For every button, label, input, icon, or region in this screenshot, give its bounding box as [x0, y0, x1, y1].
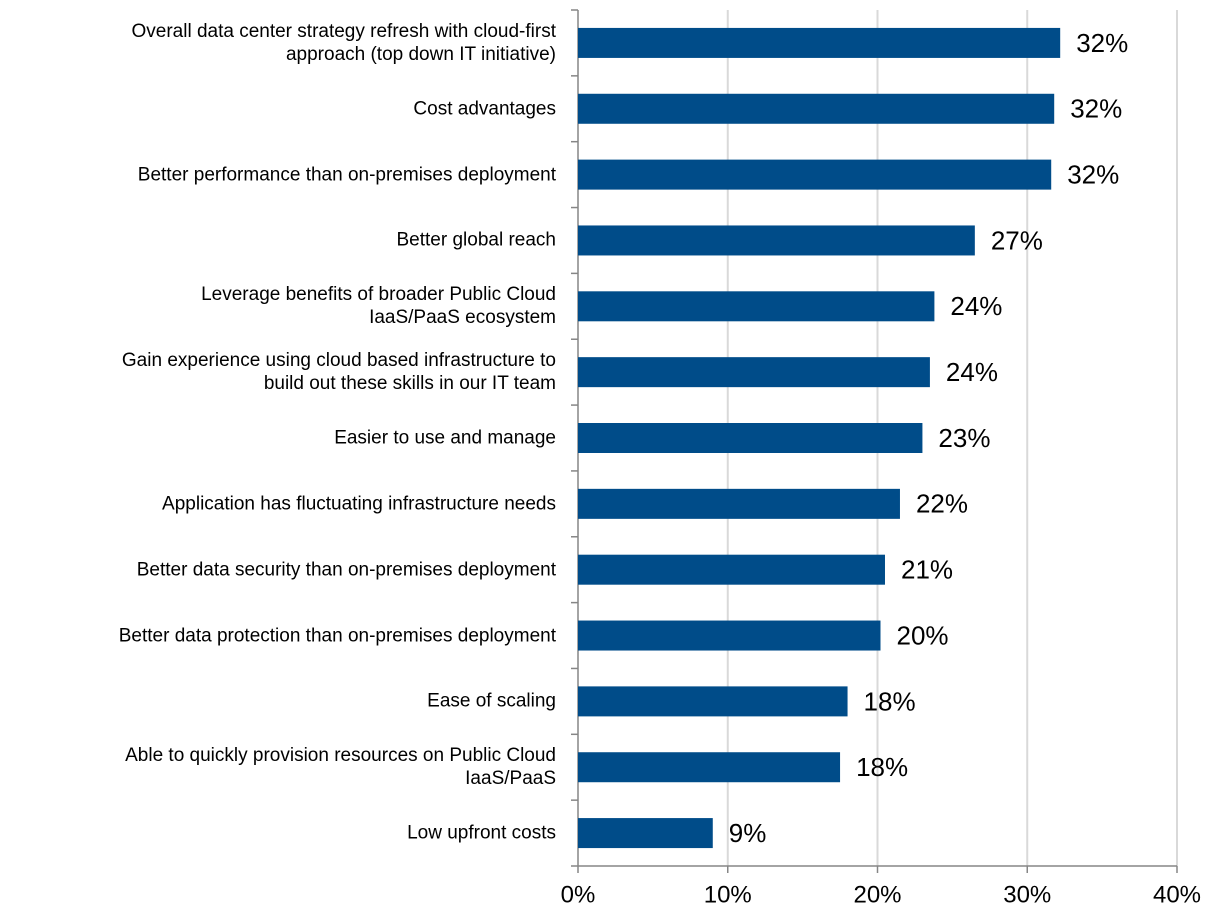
category-label: Overall data center strategy refresh wit… — [131, 20, 556, 65]
bar — [578, 686, 848, 717]
x-tick-label: 30% — [1003, 881, 1051, 908]
category-label: Application has fluctuating infrastructu… — [162, 493, 556, 515]
bar — [578, 27, 1061, 58]
x-tick-label: 40% — [1153, 881, 1201, 908]
category-label: Better performance than on-premises depl… — [137, 164, 556, 186]
bar — [578, 357, 930, 388]
value-label: 22% — [916, 489, 968, 519]
bar — [578, 818, 713, 849]
bar — [578, 423, 923, 453]
bar — [578, 554, 885, 585]
bar — [578, 159, 1052, 190]
value-label: 32% — [1070, 94, 1122, 124]
value-label: 24% — [950, 291, 1002, 321]
value-label: 24% — [946, 357, 998, 387]
bar — [578, 225, 975, 256]
value-label: 18% — [864, 686, 916, 716]
category-label: Better global reach — [396, 229, 557, 251]
x-tick-label: 20% — [853, 881, 901, 908]
bar — [578, 291, 935, 322]
x-tick-label: 0% — [561, 881, 596, 908]
category-label: Low upfront costs — [407, 822, 556, 844]
value-label: 9% — [729, 818, 767, 848]
category-label: Able to quickly provision resources on P… — [125, 745, 556, 790]
value-label: 21% — [901, 555, 953, 585]
bar — [578, 93, 1055, 124]
bar — [578, 620, 881, 651]
value-label: 32% — [1067, 159, 1119, 189]
category-label: Gain experience using cloud based infras… — [121, 350, 556, 395]
category-label: Leverage benefits of broader Public Clou… — [201, 284, 556, 329]
category-label: Easier to use and manage — [334, 427, 556, 449]
x-tick-label: 10% — [704, 881, 752, 908]
category-label: Better data protection than on-premises … — [118, 625, 556, 647]
value-label: 23% — [938, 423, 990, 453]
value-label: 20% — [896, 620, 948, 650]
category-label: Ease of scaling — [427, 690, 556, 712]
value-label: 27% — [991, 225, 1043, 255]
category-label: Cost advantages — [413, 98, 556, 120]
bar — [578, 752, 841, 783]
value-label: 32% — [1076, 28, 1128, 58]
value-label: 18% — [856, 752, 908, 782]
bar — [578, 488, 900, 519]
category-label: Better data security than on-premises de… — [136, 559, 556, 581]
